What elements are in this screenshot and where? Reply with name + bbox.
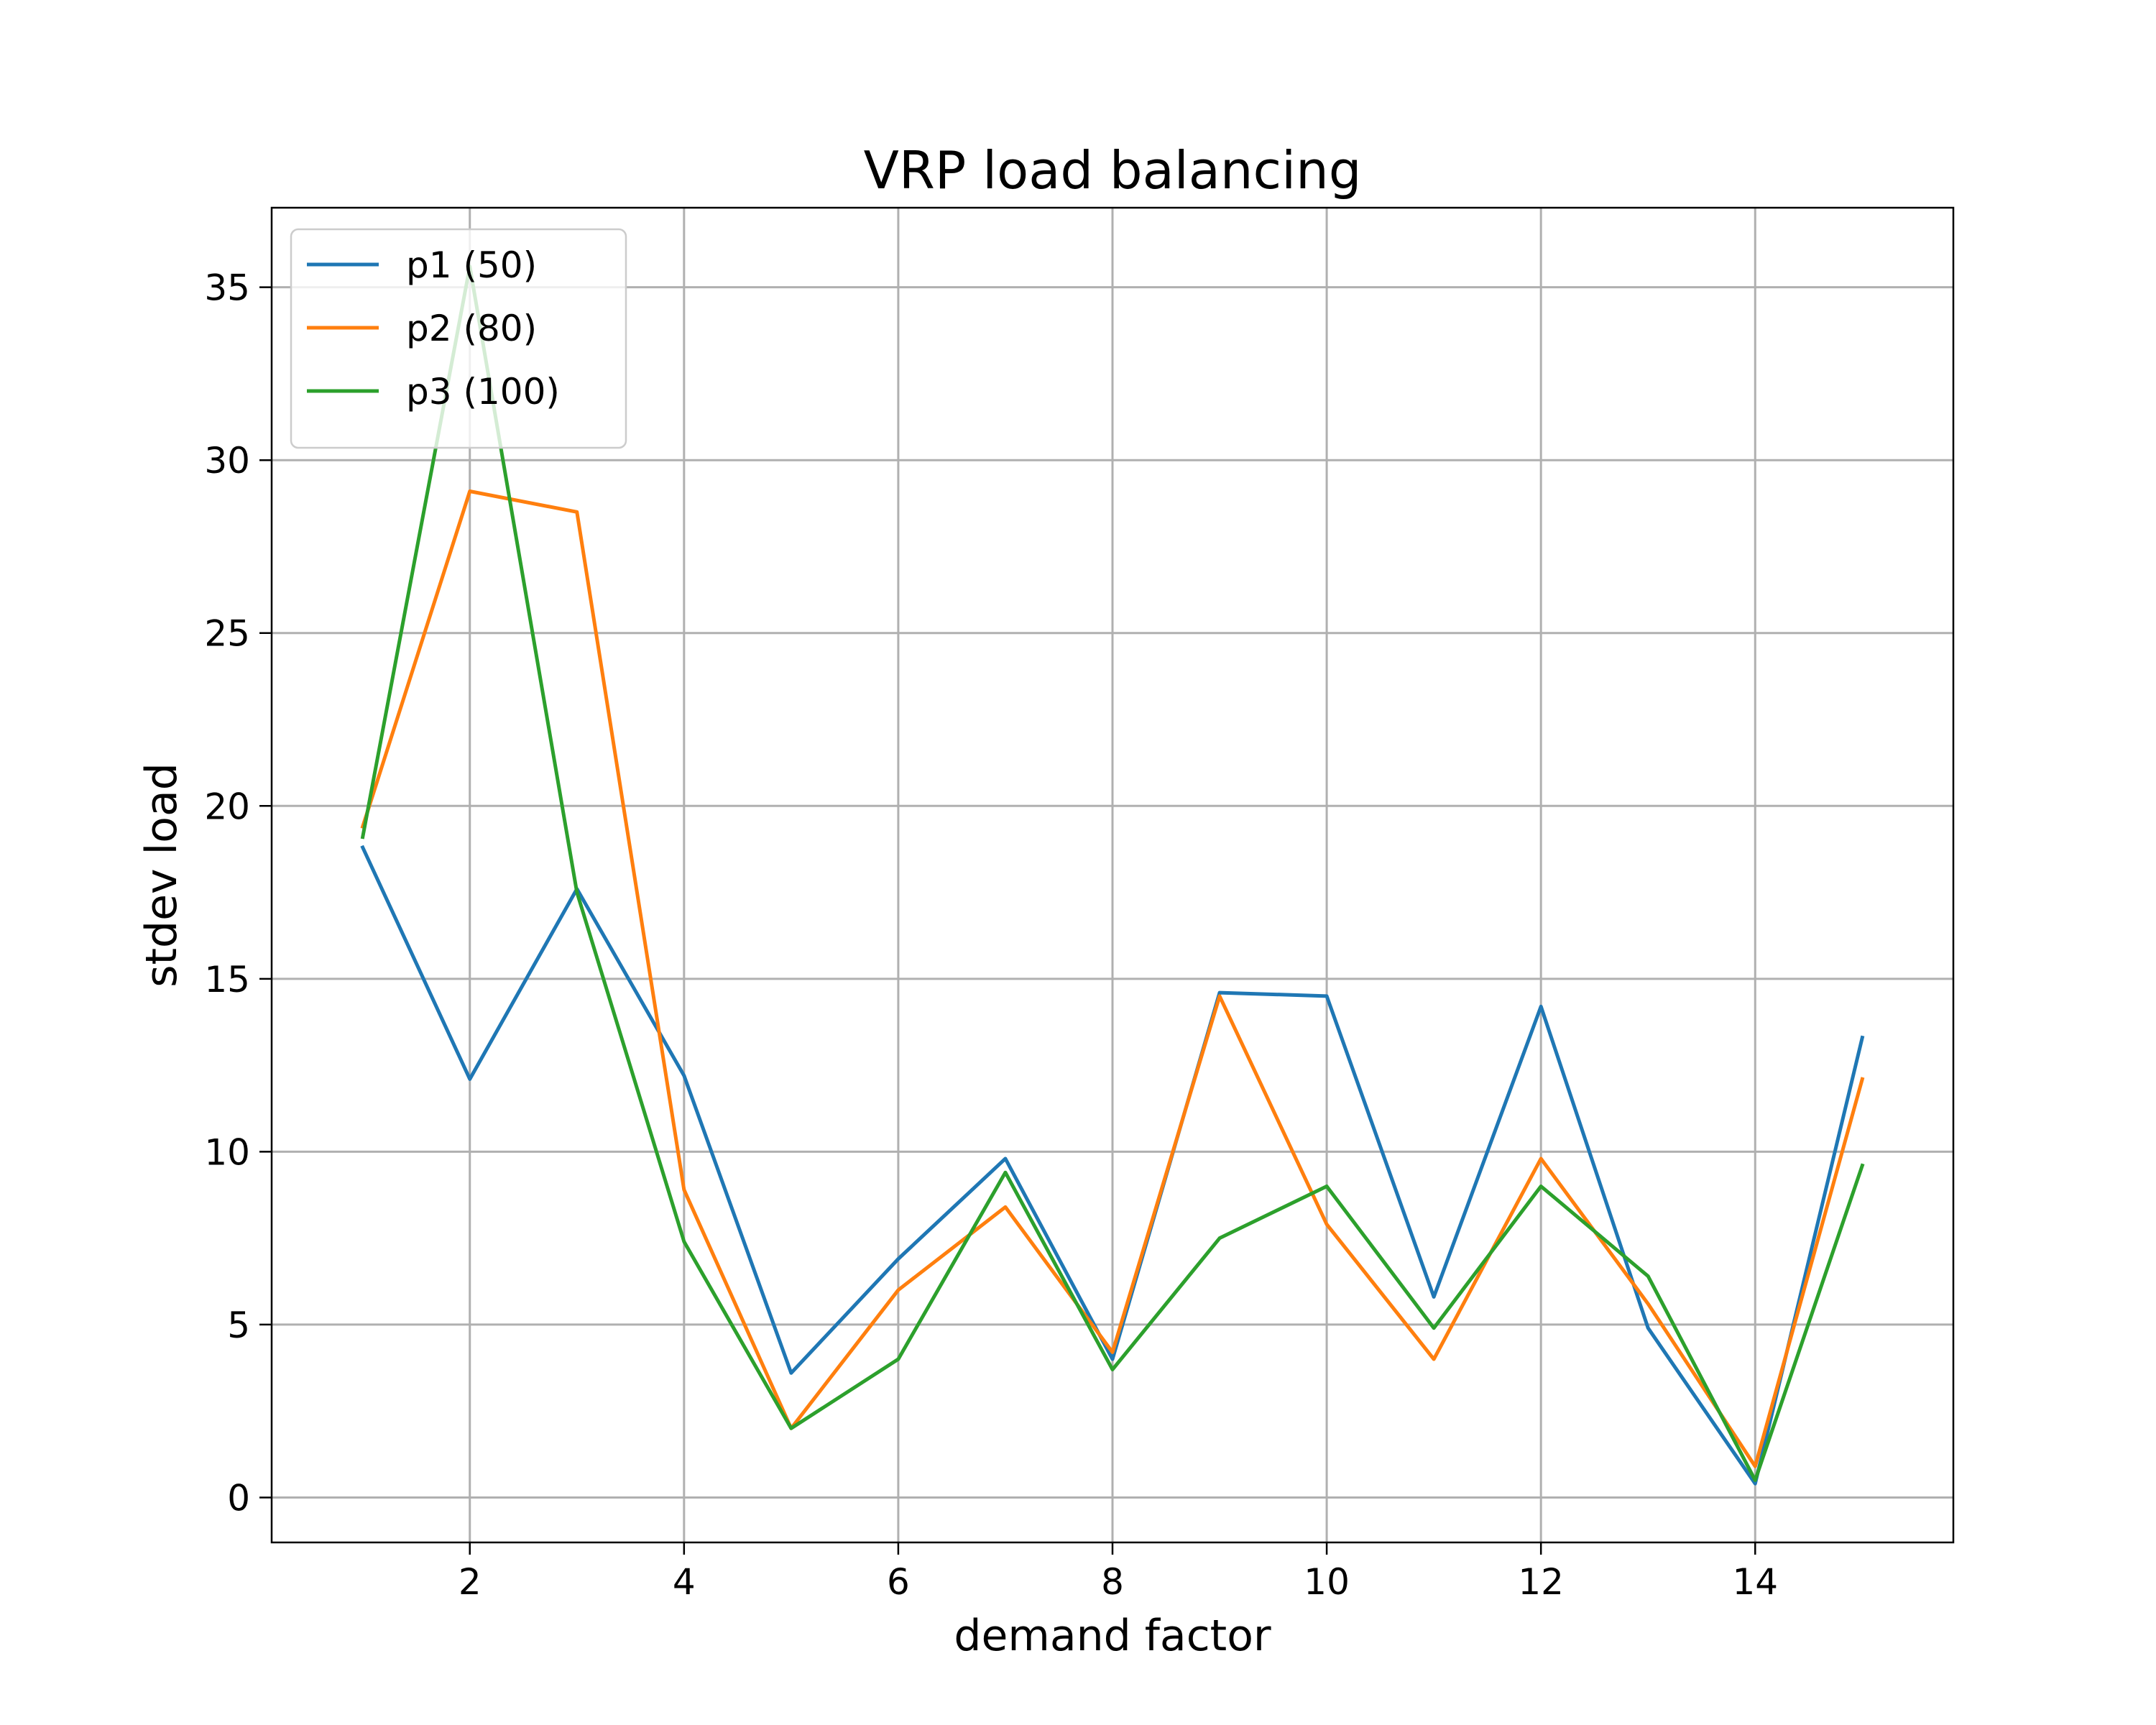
x-axis-label: demand factor	[954, 1611, 1271, 1661]
x-tick-label: 6	[887, 1561, 910, 1603]
axis-ticks: 2 4 6 8 10 12 14 0 5 10 15 20 25 30 35	[204, 267, 1778, 1603]
y-tick-label: 30	[204, 440, 250, 482]
x-tick-label: 4	[673, 1561, 696, 1603]
x-tick-label: 10	[1304, 1561, 1350, 1603]
grid	[272, 208, 1953, 1542]
chart-title: VRP load balancing	[864, 140, 1362, 201]
series-line-3	[360, 264, 1865, 1482]
y-tick-label: 10	[204, 1131, 250, 1173]
legend-box	[290, 228, 627, 449]
legend: p1 (50) p2 (80) p3 (100)	[290, 228, 627, 449]
y-tick-label: 5	[227, 1305, 250, 1346]
series-lines	[360, 264, 1865, 1486]
series-line-2	[360, 489, 1865, 1468]
y-tick-label: 20	[204, 786, 250, 827]
x-tick-label: 8	[1101, 1561, 1124, 1603]
x-tick-label: 2	[459, 1561, 482, 1603]
y-axis-label: stdev load	[137, 763, 187, 988]
y-tick-label: 15	[204, 959, 250, 1000]
legend-label-2: p2 (80)	[406, 308, 537, 349]
y-tick-label: 0	[227, 1477, 250, 1519]
y-tick-label: 35	[204, 267, 250, 309]
series-line-1	[360, 845, 1865, 1486]
x-tick-label: 12	[1518, 1561, 1564, 1603]
legend-label-3: p3 (100)	[406, 371, 560, 413]
legend-label-1: p1 (50)	[406, 244, 537, 286]
x-tick-label: 14	[1732, 1561, 1778, 1603]
y-tick-label: 25	[204, 613, 250, 655]
